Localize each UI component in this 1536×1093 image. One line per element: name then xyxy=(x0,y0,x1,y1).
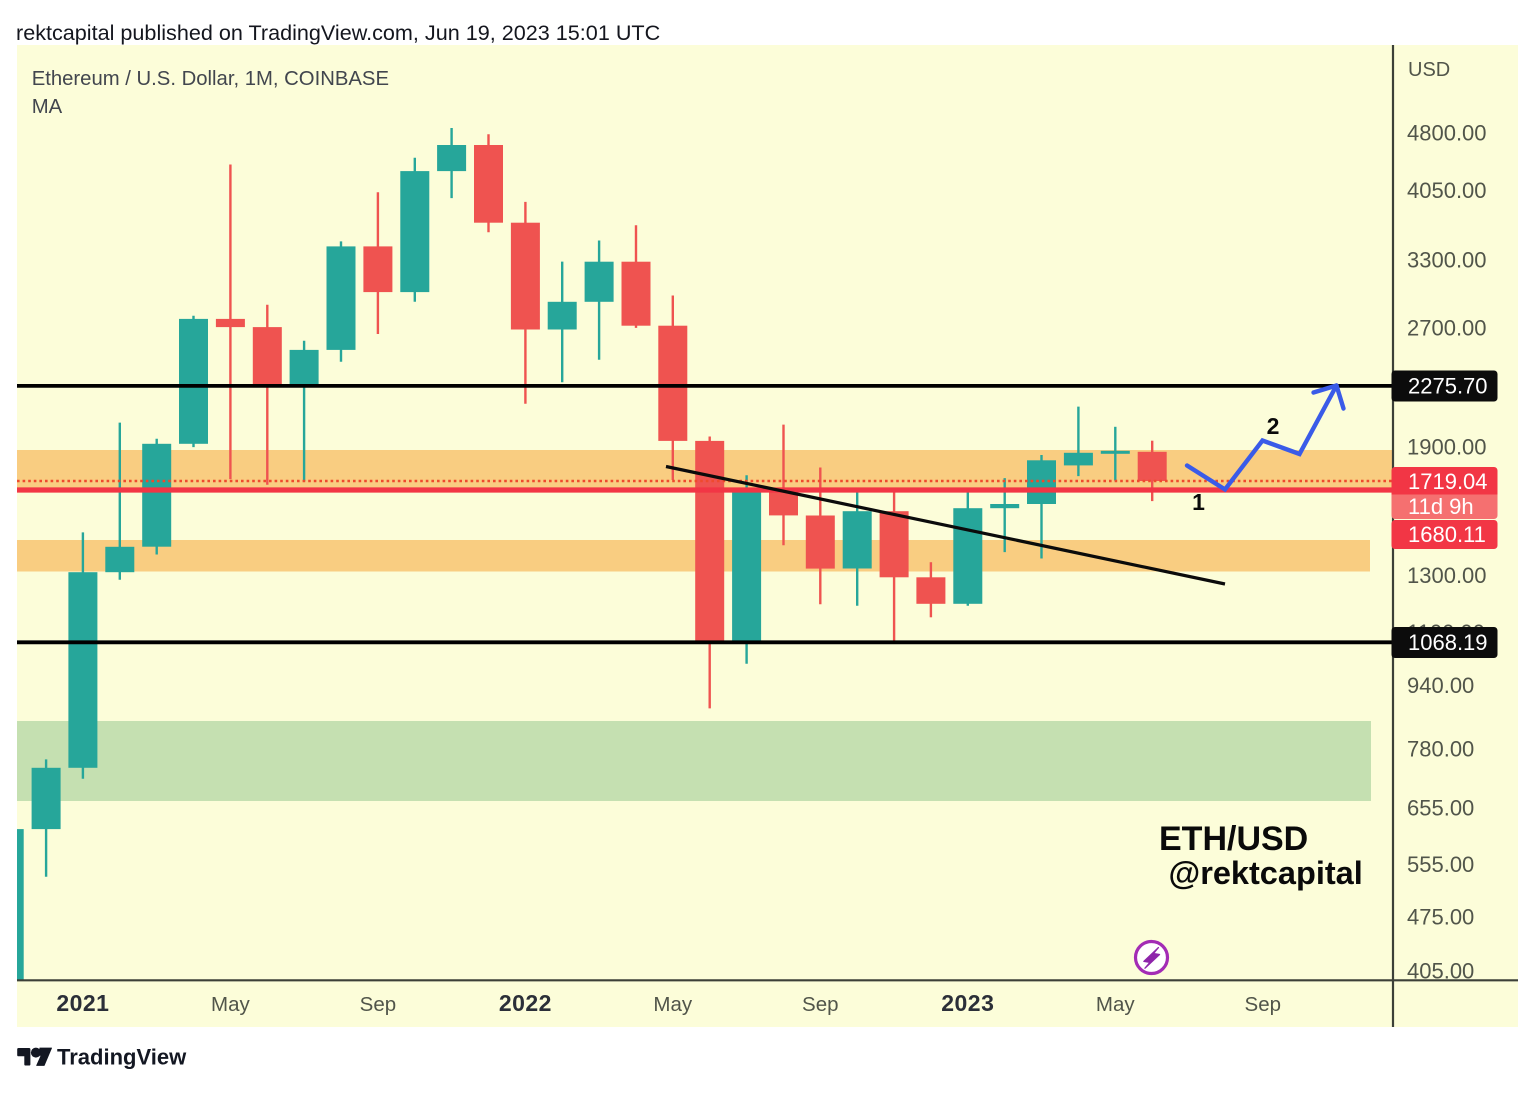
svg-text:May: May xyxy=(1096,993,1135,1016)
svg-text:1068.19: 1068.19 xyxy=(1408,630,1488,655)
svg-text:1: 1 xyxy=(1192,489,1205,515)
svg-text:1900.00: 1900.00 xyxy=(1407,435,1487,460)
svg-text:655.00: 655.00 xyxy=(1407,796,1474,821)
svg-text:@rektcapital: @rektcapital xyxy=(1169,855,1363,891)
svg-text:2021: 2021 xyxy=(56,990,109,1016)
svg-text:2022: 2022 xyxy=(499,990,552,1016)
svg-text:Sep: Sep xyxy=(1245,993,1281,1016)
svg-text:2700.00: 2700.00 xyxy=(1407,315,1487,340)
svg-text:405.00: 405.00 xyxy=(1407,959,1474,984)
svg-text:May: May xyxy=(211,993,250,1016)
svg-text:780.00: 780.00 xyxy=(1407,736,1474,761)
svg-text:555.00: 555.00 xyxy=(1407,852,1474,877)
svg-text:Ethereum / U.S. Dollar, 1M, CO: Ethereum / U.S. Dollar, 1M, COINBASE xyxy=(32,68,389,90)
svg-text:2275.70: 2275.70 xyxy=(1408,374,1488,399)
svg-text:2: 2 xyxy=(1267,413,1280,439)
svg-text:TradingView: TradingView xyxy=(57,1045,187,1070)
svg-text:MA: MA xyxy=(32,96,63,118)
svg-text:1719.04: 1719.04 xyxy=(1408,469,1488,494)
svg-text:USD: USD xyxy=(1408,59,1450,81)
svg-text:4800.00: 4800.00 xyxy=(1407,120,1487,145)
svg-text:475.00: 475.00 xyxy=(1407,905,1474,930)
svg-text:2023: 2023 xyxy=(941,990,994,1016)
svg-text:ETH/USD: ETH/USD xyxy=(1159,820,1308,858)
svg-text:4050.00: 4050.00 xyxy=(1407,178,1487,203)
svg-text:3300.00: 3300.00 xyxy=(1407,247,1487,272)
svg-text:Sep: Sep xyxy=(360,993,396,1016)
svg-text:May: May xyxy=(653,993,692,1016)
svg-text:11d 9h: 11d 9h xyxy=(1408,494,1474,519)
svg-text:rektcapital published on Tradi: rektcapital published on TradingView.com… xyxy=(16,20,660,45)
svg-text:1300.00: 1300.00 xyxy=(1407,563,1487,588)
svg-text:940.00: 940.00 xyxy=(1407,673,1474,698)
svg-text:Sep: Sep xyxy=(802,993,838,1016)
svg-text:1680.11: 1680.11 xyxy=(1408,522,1486,547)
